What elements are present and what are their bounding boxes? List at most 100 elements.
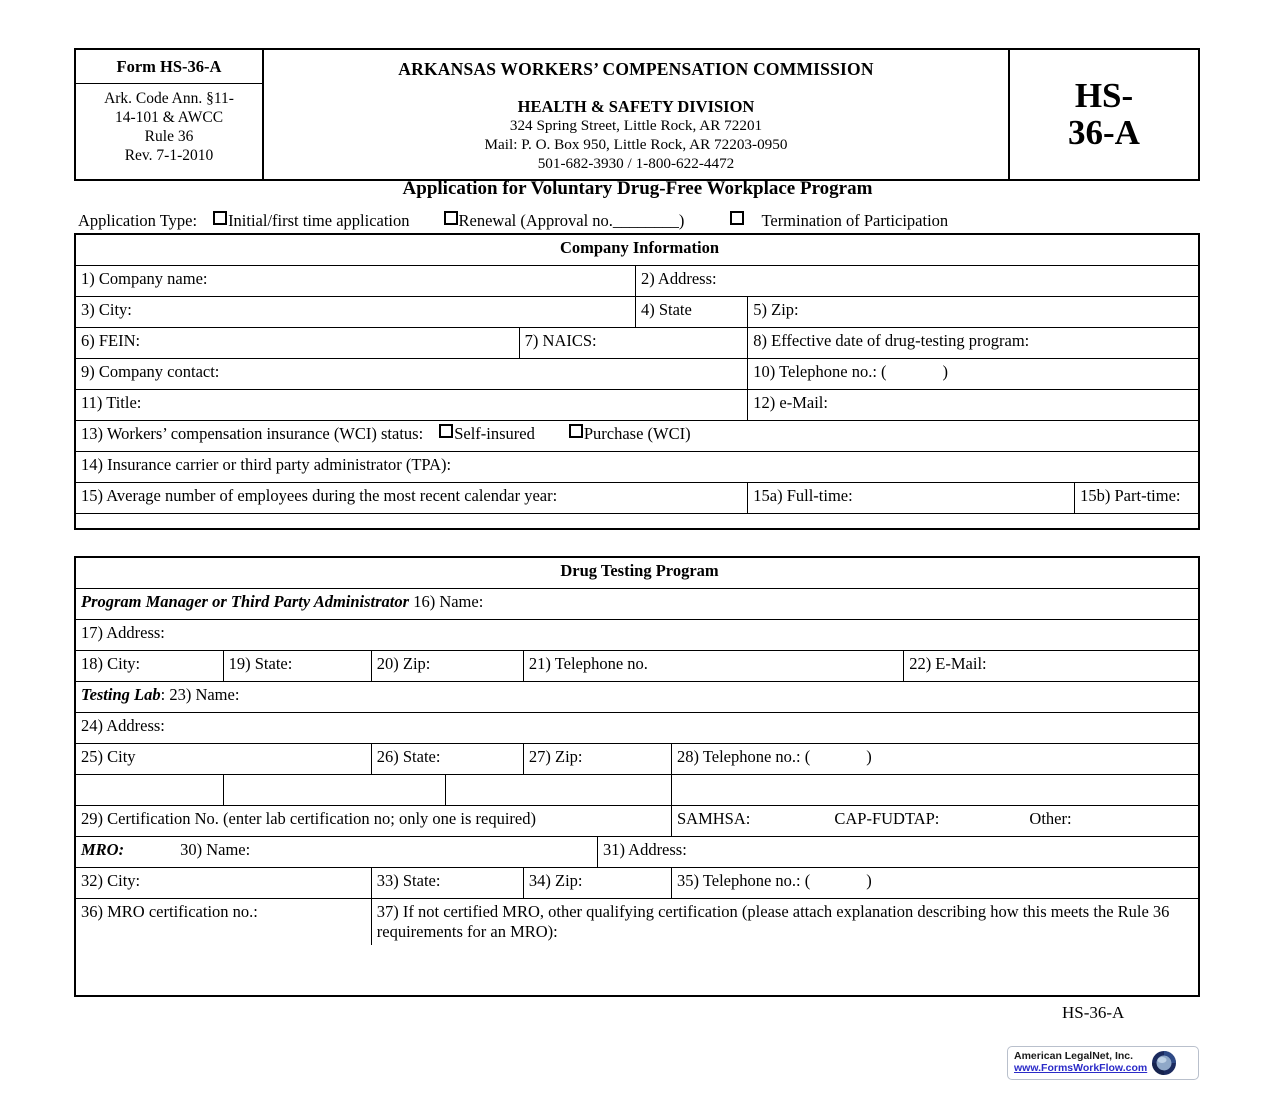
checkbox-initial-application[interactable] [213,211,228,225]
agency-street-address: 324 Spring Street, Little Rock, AR 72201 [509,117,763,134]
table-row: 32) City: 33) State: 34) Zip: 35) Teleph… [76,867,1198,899]
table-row: 36) MRO certification no.: 37) If not ce… [76,897,1198,945]
company-information-block: Company Information 1) Company name: 2) … [74,233,1200,544]
checkbox-renewal[interactable] [443,211,458,225]
field-part-time[interactable]: 15b) Part-time: [1074,482,1198,514]
field-pm-zip[interactable]: 20) Zip: [370,650,524,682]
table-row: Program Manager or Third Party Administr… [76,588,1198,620]
field-mro-address[interactable]: 31) Address: [596,836,1198,868]
testing-lab-label: Testing Lab [81,685,161,704]
field-company-name[interactable]: 1) Company name: [76,265,636,297]
table-row: 15) Average number of employees during t… [76,482,1198,514]
wci-status-label: 13) Workers’ compensation insurance (WCI… [81,424,424,443]
table-row: 9) Company contact: 10) Telephone no.: (… [76,358,1198,390]
wci-option-purchase: Purchase (WCI) [583,424,691,443]
legalnet-company-name: American LegalNet, Inc. [1014,1050,1134,1063]
masthead-center-cell: ARKANSAS WORKERS’ COMPENSATION COMMISSIO… [264,50,1010,179]
field-mro-telephone[interactable]: 35) Telephone no.: () [671,867,1198,899]
field-certification-no: 29) Certification No. (enter lab certifi… [76,805,672,837]
legalnet-badge[interactable]: American LegalNet, Inc. www.FormsWorkFlo… [1007,1046,1199,1080]
field-insurance-carrier[interactable]: 14) Insurance carrier or third party adm… [76,451,1198,483]
field-35-label: 35) Telephone no.: ( [677,871,811,890]
field-naics[interactable]: 7) NAICS: [518,327,749,359]
field-lab-city-entry[interactable] [76,774,224,806]
citation-line-1: Ark. Code Ann. §11- [104,90,234,107]
field-lab-zip-entry[interactable] [444,774,673,806]
field-zip[interactable]: 5) Zip: [747,296,1198,328]
field-23-label: : 23) Name: [160,685,240,704]
field-fein[interactable]: 6) FEIN: [76,327,520,359]
field-mro-zip[interactable]: 34) Zip: [522,867,673,899]
table-row: Company Information [76,235,1198,266]
field-lab-zip[interactable]: 27) Zip: [522,743,673,775]
field-lab-city[interactable]: 25) City [76,743,372,775]
field-title[interactable]: 11) Title: [76,389,749,421]
field-email[interactable]: 12) e-Mail: [747,389,1198,421]
table-row: 11) Title: 12) e-Mail: [76,389,1198,421]
field-30-label: 30) Name: [180,840,251,859]
table-row: 6) FEIN: 7) NAICS: 8) Effective date of … [76,327,1198,359]
field-mro-certification-no[interactable]: 36) MRO certification no.: [76,897,372,945]
application-type-label: Application Type: [78,211,198,230]
form-code-badge: HS- 36-A [1010,50,1198,179]
field-other-qualifying-certification[interactable]: 37) If not certified MRO, other qualifyi… [370,897,1198,945]
application-type-row: Application Type: Initial/first time appl… [78,211,948,231]
field-pm-telephone[interactable]: 21) Telephone no. [522,650,905,682]
field-lab-state[interactable]: 26) State: [370,743,524,775]
table-row: Testing Lab: 23) Name: [76,681,1198,713]
masthead-left-cell: Form HS-36-A Ark. Code Ann. §11- 14-101 … [76,50,264,179]
field-full-time[interactable]: 15a) Full-time: [747,482,1076,514]
table-row: 14) Insurance carrier or third party adm… [76,451,1198,483]
field-employees-entry-row[interactable] [76,513,1198,544]
table-row: 17) Address: [76,619,1198,651]
field-effective-date[interactable]: 8) Effective date of drug-testing progra… [747,327,1198,359]
table-row: 24) Address: [76,712,1198,744]
program-manager-label: Program Manager or Third Party Administr… [81,592,410,611]
legalnet-url[interactable]: www.FormsWorkFlow.com [1014,1062,1148,1074]
field-telephone[interactable]: 10) Telephone no.: () [747,358,1198,390]
checkbox-termination[interactable] [730,211,745,225]
table-row: 25) City 26) State: 27) Zip: 28) Telepho… [76,743,1198,775]
field-testing-lab-name[interactable]: Testing Lab: 23) Name: [76,681,1198,713]
field-telephone-paren-close: ) [942,362,949,381]
field-mro-city[interactable]: 32) City: [76,867,372,899]
field-35-paren-close: ) [866,871,872,890]
field-lab-telephone[interactable]: 28) Telephone no.: () [671,743,1198,775]
checkbox-self-insured[interactable] [439,424,454,438]
field-pm-city[interactable]: 18) City: [76,650,224,682]
mro-label: MRO: [81,840,125,859]
field-city[interactable]: 3) City: [76,296,636,328]
field-mro-name[interactable]: MRO: 30) Name: [76,836,598,868]
field-lab-address[interactable]: 24) Address: [76,712,1198,744]
field-16-label: 16) Name: [413,592,484,611]
table-row: MRO: 30) Name: 31) Address: [76,836,1198,868]
citation-line-4: Rev. 7-1-2010 [124,146,214,164]
table-row: 29) Certification No. (enter lab certifi… [76,805,1198,837]
field-28-paren-close: ) [866,747,872,766]
field-mro-state[interactable]: 33) State: [370,867,524,899]
field-pm-address[interactable]: 17) Address: [76,619,1198,651]
footer-form-code: HS-36-A [1062,1003,1125,1022]
cert-other-label: Other: [1029,809,1072,828]
field-company-contact[interactable]: 9) Company contact: [76,358,749,390]
drug-testing-program-block: Drug Testing Program Program Manager or … [74,556,1200,997]
field-state[interactable]: 4) State [634,296,749,328]
table-row [76,513,1198,544]
option-initial-label: Initial/first time application [228,211,410,230]
statutory-citation: Ark. Code Ann. §11- 14-101 & AWCC Rule 3… [76,84,262,173]
field-address[interactable]: 2) Address: [634,265,1198,297]
table-row: Drug Testing Program [76,558,1198,589]
company-section-heading: Company Information [76,235,1198,266]
field-pm-state[interactable]: 19) State: [222,650,372,682]
table-row: 13) Workers’ compensation insurance (WCI… [76,420,1198,452]
field-certification-options[interactable]: SAMHSA: CAP-FUDTAP: Other: [671,805,1198,837]
field-lab-state-entry[interactable] [222,774,446,806]
checkbox-purchase-wci[interactable] [568,424,583,438]
field-pm-email[interactable]: 22) E-Mail: [903,650,1198,682]
agency-phone-numbers: 501-682-3930 / 1-800-622-4472 [537,154,735,172]
form-code-line-1: HS- [1074,76,1134,116]
field-program-manager-name[interactable]: Program Manager or Third Party Administr… [76,588,1198,620]
page-title: Application for Voluntary Drug-Free Work… [402,178,873,199]
field-lab-telephone-entry[interactable] [671,774,1198,806]
